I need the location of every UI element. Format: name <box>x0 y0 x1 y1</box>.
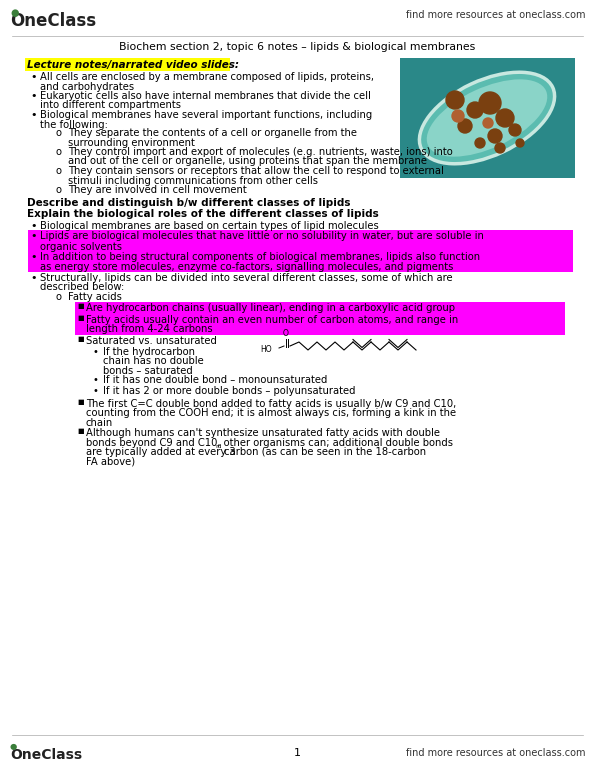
Text: If it has 2 or more double bonds – polyunsaturated: If it has 2 or more double bonds – polyu… <box>103 386 355 396</box>
Text: •: • <box>93 347 99 357</box>
Text: ●: ● <box>10 8 18 18</box>
Text: and carbohydrates: and carbohydrates <box>40 82 134 92</box>
Bar <box>28 230 573 251</box>
Bar <box>75 302 565 314</box>
Text: bonds beyond C9 and C10, other organisms can; additional double bonds: bonds beyond C9 and C10, other organisms… <box>86 437 453 447</box>
Circle shape <box>495 143 505 153</box>
Text: •: • <box>30 72 36 82</box>
Text: OneClass: OneClass <box>10 748 82 762</box>
Text: They control import and export of molecules (e.g. nutrients, waste, ions) into: They control import and export of molecu… <box>68 147 453 157</box>
Text: ■: ■ <box>77 428 84 434</box>
Text: ■: ■ <box>77 303 84 309</box>
Circle shape <box>452 110 464 122</box>
Circle shape <box>496 109 514 127</box>
Text: 1: 1 <box>294 748 301 758</box>
Text: are typically added at every 3: are typically added at every 3 <box>86 447 236 457</box>
Text: ●: ● <box>10 742 17 751</box>
Ellipse shape <box>419 72 555 164</box>
Text: ■: ■ <box>77 315 84 321</box>
Text: Are hydrocarbon chains (usually linear), ending in a carboxylic acid group: Are hydrocarbon chains (usually linear),… <box>86 303 455 313</box>
Text: •: • <box>93 386 99 396</box>
Text: o: o <box>55 166 61 176</box>
Text: o: o <box>55 128 61 138</box>
Text: organic solvents: organic solvents <box>40 242 122 252</box>
Text: described below:: described below: <box>40 283 124 293</box>
Bar <box>25 58 230 71</box>
Text: chain has no double: chain has no double <box>103 357 203 367</box>
Text: Although humans can't synthesize unsaturated fatty acids with double: Although humans can't synthesize unsatur… <box>86 428 440 438</box>
Text: Explain the biological roles of the different classes of lipids: Explain the biological roles of the diff… <box>27 209 379 219</box>
Circle shape <box>479 92 501 114</box>
Text: chain: chain <box>86 418 113 428</box>
Circle shape <box>516 139 524 147</box>
Text: ■: ■ <box>77 399 84 405</box>
Text: the following:: the following: <box>40 119 108 129</box>
Text: as energy store molecules, enzyme co-factors, signalling molecules, and pigments: as energy store molecules, enzyme co-fac… <box>40 263 453 273</box>
Text: Lecture notes/narrated video slides:: Lecture notes/narrated video slides: <box>27 60 239 70</box>
Text: Eukaryotic cells also have internal membranes that divide the cell: Eukaryotic cells also have internal memb… <box>40 91 371 101</box>
Text: If it has one double bond – monounsaturated: If it has one double bond – monounsatura… <box>103 375 327 385</box>
Text: All cells are enclosed by a membrane composed of lipids, proteins,: All cells are enclosed by a membrane com… <box>40 72 374 82</box>
Text: o: o <box>55 292 61 302</box>
Text: bonds – saturated: bonds – saturated <box>103 366 193 376</box>
Circle shape <box>488 129 502 143</box>
Text: length from 4-24 carbons: length from 4-24 carbons <box>86 324 212 334</box>
Ellipse shape <box>427 79 547 156</box>
Circle shape <box>458 119 472 133</box>
Text: Saturated vs. unsaturated: Saturated vs. unsaturated <box>86 336 217 346</box>
Text: surrounding environment: surrounding environment <box>68 138 195 148</box>
Text: •: • <box>30 252 36 262</box>
Text: find more resources at oneclass.com: find more resources at oneclass.com <box>406 748 585 758</box>
Bar <box>28 251 573 272</box>
Text: FA above): FA above) <box>86 457 135 467</box>
Text: Biological membranes are based on certain types of lipid molecules: Biological membranes are based on certai… <box>40 221 379 231</box>
Text: •: • <box>30 110 36 120</box>
Text: carbon (as can be seen in the 18-carbon: carbon (as can be seen in the 18-carbon <box>221 447 426 457</box>
Text: o: o <box>55 147 61 157</box>
Text: stimuli including communications from other cells: stimuli including communications from ot… <box>68 176 318 186</box>
Text: O: O <box>283 329 289 338</box>
Text: Fatty acids: Fatty acids <box>68 292 122 302</box>
Circle shape <box>446 91 464 109</box>
Text: In addition to being structural components of biological membranes, lipids also : In addition to being structural componen… <box>40 252 480 262</box>
Circle shape <box>509 124 521 136</box>
Text: OneClass: OneClass <box>10 12 96 30</box>
Circle shape <box>483 118 493 128</box>
Text: HO: HO <box>261 344 272 353</box>
Text: into different compartments: into different compartments <box>40 101 181 111</box>
Text: They contain sensors or receptors that allow the cell to respond to external: They contain sensors or receptors that a… <box>68 166 444 176</box>
Text: Structurally, lipids can be divided into several different classes, some of whic: Structurally, lipids can be divided into… <box>40 273 453 283</box>
Text: Lipids are biological molecules that have little or no solubility in water, but : Lipids are biological molecules that hav… <box>40 231 484 241</box>
Text: find more resources at oneclass.com: find more resources at oneclass.com <box>406 10 585 20</box>
Text: If the hydrocarbon: If the hydrocarbon <box>103 347 195 357</box>
Text: Biochem section 2, topic 6 notes – lipids & biological membranes: Biochem section 2, topic 6 notes – lipid… <box>120 42 475 52</box>
Text: Describe and distinguish b/w different classes of lipids: Describe and distinguish b/w different c… <box>27 198 350 208</box>
Text: Biological membranes have several important functions, including: Biological membranes have several import… <box>40 110 372 120</box>
Bar <box>400 58 575 178</box>
Text: •: • <box>30 91 36 101</box>
Text: ■: ■ <box>77 336 84 342</box>
Text: They are involved in cell movement: They are involved in cell movement <box>68 185 247 195</box>
Circle shape <box>475 138 485 148</box>
Text: rd: rd <box>215 444 221 449</box>
Text: and out of the cell or organelle, using proteins that span the membrane: and out of the cell or organelle, using … <box>68 156 427 166</box>
Bar <box>75 314 565 335</box>
Text: counting from the COOH end; it is almost always cis, forming a kink in the: counting from the COOH end; it is almost… <box>86 409 456 419</box>
Text: •: • <box>30 231 36 241</box>
Text: The first C=C double bond added to fatty acids is usually b/w C9 and C10,: The first C=C double bond added to fatty… <box>86 399 456 409</box>
Text: Fatty acids usually contain an even number of carbon atoms, and range in: Fatty acids usually contain an even numb… <box>86 315 458 325</box>
Text: They separate the contents of a cell or organelle from the: They separate the contents of a cell or … <box>68 128 357 138</box>
Circle shape <box>467 102 483 118</box>
Text: o: o <box>55 185 61 195</box>
Text: •: • <box>30 273 36 283</box>
Text: •: • <box>93 375 99 385</box>
Text: •: • <box>30 221 36 231</box>
